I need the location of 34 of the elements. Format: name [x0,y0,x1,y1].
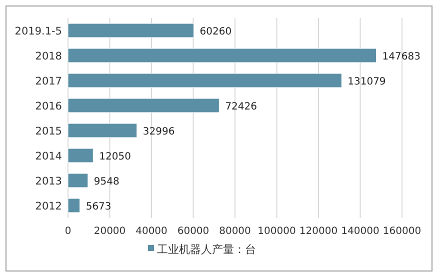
data-label: 72426 [225,102,257,112]
x-tick-label: 140000 [341,226,380,237]
data-label: 12050 [99,152,131,162]
x-tick-label: 120000 [299,226,338,237]
x-tick-label: 0 [64,226,72,237]
data-label: 131079 [348,76,386,88]
bar [68,148,94,163]
x-tick-label: 80000 [219,226,251,237]
y-tick-label: 2019.1-5 [14,26,62,38]
y-tick-label: 2012 [35,200,62,212]
bar [68,98,220,113]
data-label: 5673 [86,202,112,212]
bar [68,73,342,88]
x-tick-label: 40000 [136,226,168,237]
y-tick-label: 2014 [35,150,62,162]
x-tick-label: 100000 [258,226,296,237]
y-tick-label: 2017 [35,76,62,88]
bar [68,198,80,213]
data-label: 9548 [94,176,120,188]
y-tick-label: 2018 [35,50,62,62]
bar [68,48,377,63]
x-tick-label: 60000 [177,226,210,237]
data-label: 147683 [382,52,420,62]
bar [68,173,88,188]
y-tick-label: 2016 [35,100,62,112]
y-tick-label: 2013 [35,176,62,188]
bar [68,23,194,38]
data-label: 60260 [200,26,232,38]
y-tick-label: 2015 [35,126,62,138]
legend: 工业机器人产量：台 [148,243,256,256]
x-tick-label: 160000 [382,226,422,237]
x-tick-label: 20000 [94,226,126,237]
bar [68,123,138,138]
data-label: 32996 [142,126,175,138]
